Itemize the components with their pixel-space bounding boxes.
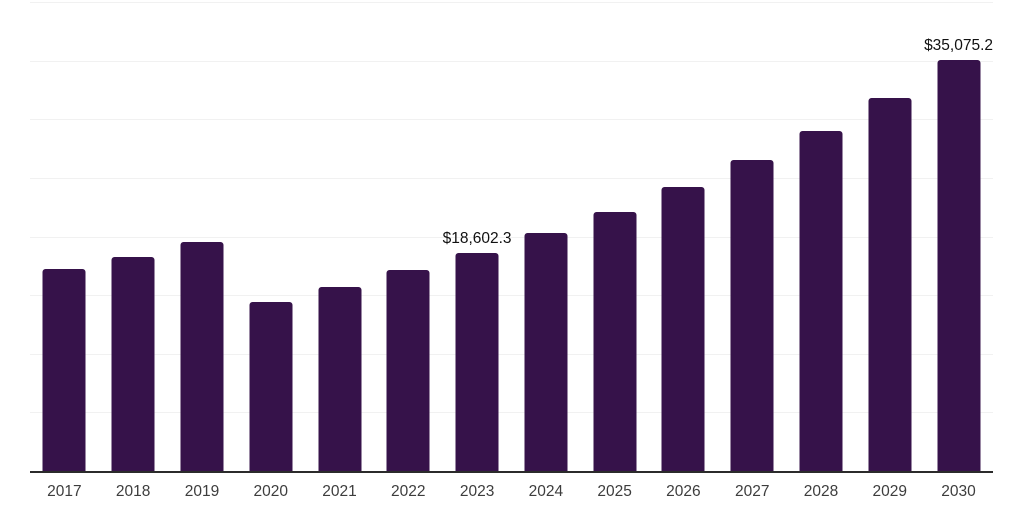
x-tick-2020: 2020: [253, 483, 288, 500]
data-label-2023: $18,602.3: [442, 230, 512, 248]
x-axis-line: [30, 471, 993, 473]
bar-2023: [455, 252, 499, 471]
x-axis-tick-labels: 2017 2018 2019 2020 2021 2022 2023 2024 2025 2026…: [30, 483, 993, 501]
x-tick-2017: 2017: [47, 483, 82, 500]
bar-slot-2019: [168, 2, 237, 471]
bar-slot-2020: [236, 2, 305, 471]
bar-2022: [386, 269, 430, 471]
bar-2026: [661, 187, 705, 471]
gridline-15000: [30, 295, 993, 297]
data-label-2030: $35,075.2: [924, 37, 994, 55]
bar-2017: [42, 269, 86, 471]
bar-2025: [593, 211, 637, 471]
x-tick-2023: 2023: [459, 483, 495, 500]
plot-area: $18,602.3 $35,075.2: [30, 2, 993, 471]
x-tick-2030: 2030: [941, 483, 976, 500]
bar-2019: [180, 242, 224, 471]
x-tick-2029: 2029: [872, 483, 907, 500]
x-tick-2018: 2018: [115, 483, 151, 500]
gridline-20000: [30, 236, 993, 238]
x-tick-2025: 2025: [597, 483, 632, 500]
bar-slot-2018: [99, 2, 168, 471]
x-tick-2024: 2024: [528, 483, 564, 500]
gridline-10000: [30, 353, 993, 355]
bar-slot-2026: [649, 2, 718, 471]
bar-slot-2029: [855, 2, 924, 471]
gridline-25000: [30, 177, 993, 179]
bar-slot-2027: [718, 2, 787, 471]
gridline-5000: [30, 412, 993, 414]
gridline-30000: [30, 119, 993, 121]
bar-slot-2024: [511, 2, 580, 471]
x-tick-2028: 2028: [803, 483, 839, 500]
x-tick-2019: 2019: [184, 483, 220, 500]
bar-series: $18,602.3 $35,075.2: [30, 2, 993, 471]
bar-2027: [730, 160, 774, 471]
bar-2021: [318, 286, 362, 471]
bar-2020: [249, 302, 293, 471]
bar-slot-2025: [580, 2, 649, 471]
bar-slot-2022: [374, 2, 443, 471]
bar-2024: [524, 233, 568, 471]
gridline-40000: [30, 2, 993, 3]
bar-slot-2021: [305, 2, 374, 471]
bar-slot-2030: $35,075.2: [924, 2, 993, 471]
x-tick-2021: 2021: [322, 483, 357, 500]
gridline-35000: [30, 60, 993, 62]
bar-2029: [868, 98, 912, 471]
x-tick-2027: 2027: [734, 483, 770, 500]
bar-2030: [937, 59, 981, 471]
x-tick-2022: 2022: [391, 483, 426, 500]
bar-2028: [799, 131, 843, 471]
bar-slot-2023: $18,602.3: [443, 2, 512, 471]
x-tick-2026: 2026: [666, 483, 701, 500]
bar-slot-2028: [787, 2, 856, 471]
bar-2018: [111, 257, 155, 471]
bar-slot-2017: [30, 2, 99, 471]
